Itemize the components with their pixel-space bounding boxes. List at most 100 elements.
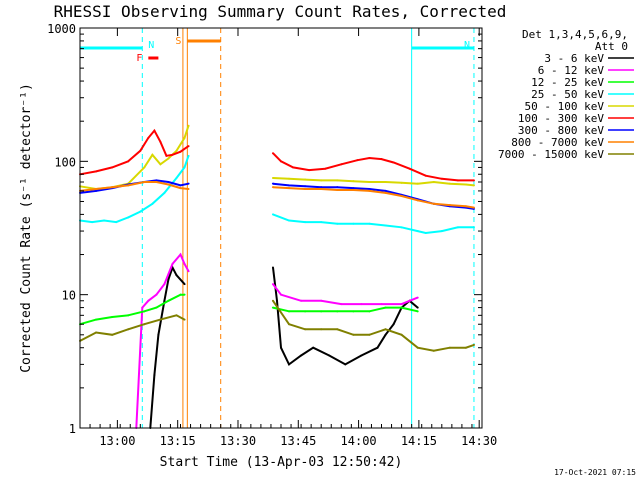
series-5-point-16	[308, 169, 311, 172]
series-2-point-17	[384, 306, 387, 309]
series-5-point-21	[380, 158, 383, 161]
series-5-point-11	[187, 145, 190, 148]
series-0-point-17	[360, 354, 363, 357]
series-3-point-17	[352, 222, 355, 225]
series-7-point-5	[155, 180, 158, 183]
series-8-point-6	[175, 314, 178, 317]
series-3-point-25	[472, 226, 475, 229]
series-7-point-23	[472, 206, 475, 209]
series-6-point-1	[95, 189, 98, 192]
series-7-point-2	[111, 186, 114, 189]
series-1-point-19	[416, 296, 419, 299]
series-4-point-7	[167, 157, 170, 160]
series-4-point-5	[151, 153, 154, 156]
y-tick-label-3: 1000	[47, 22, 76, 36]
legend-label-6: 300 - 800 keV	[518, 124, 604, 137]
series-5-point-26	[456, 179, 459, 182]
series-3-point-18	[368, 222, 371, 225]
y-tick-label-2: 100	[54, 155, 76, 169]
series-7	[79, 180, 475, 209]
series-2-point-7	[179, 293, 182, 296]
series-8-point-4	[143, 323, 146, 326]
series-4-point-12	[271, 176, 274, 179]
series-1-point-14	[340, 303, 343, 306]
series-7-point-12	[304, 188, 307, 191]
series-5-point-14	[280, 160, 282, 163]
series-2-point-2	[111, 315, 114, 318]
series-2-point-13	[320, 310, 323, 313]
legend-label-2: 12 - 25 keV	[531, 76, 604, 89]
chart-title: RHESSI Observing Summary Count Rates, Co…	[54, 2, 507, 21]
series-3-point-13	[288, 219, 291, 222]
series-0-point-15	[328, 354, 331, 357]
series-1-point-1	[141, 306, 144, 309]
series-0-point-2	[157, 333, 160, 336]
series-2-point-1	[95, 318, 98, 321]
series-4-point-23	[448, 182, 451, 185]
series-4-point-9	[183, 136, 186, 139]
series-7-point-22	[464, 205, 467, 208]
series-4-point-4	[143, 166, 146, 169]
series-8-point-20	[448, 346, 451, 349]
series-6-point-14	[336, 186, 339, 189]
series-0-point-7	[183, 283, 186, 286]
series-1-point-10	[271, 283, 274, 286]
series-8-point-19	[432, 349, 435, 352]
series-3-point-4	[127, 216, 130, 219]
series-3-point-9	[183, 166, 186, 169]
series-3-point-21	[416, 230, 419, 233]
series-1-point-3	[155, 293, 158, 296]
series-8-point-3	[127, 328, 130, 331]
series-8-point-16	[384, 328, 387, 331]
legend-header-1: Att 0	[595, 40, 628, 53]
series-7-point-16	[368, 189, 371, 192]
legend-label-4: 50 - 100 keV	[525, 100, 605, 113]
flag-label-3: S	[175, 36, 181, 47]
x-tick-label-0: 13:00	[99, 434, 135, 448]
series-5-point-22	[392, 161, 395, 164]
x-tick-label-5: 14:15	[401, 434, 437, 448]
y-tick-label-0: 1	[69, 422, 76, 436]
series-4-point-10	[187, 124, 190, 127]
series-0-point-12	[288, 363, 291, 366]
series-5-point-17	[324, 167, 327, 170]
legend-header-0: Det 1,3,4,5,6,9,	[522, 28, 628, 41]
y-axis: 1 10 100 1000	[47, 22, 482, 436]
legend-label-0: 3 - 6 keV	[544, 52, 604, 65]
series-5-point-19	[356, 159, 359, 162]
series-4-point-21	[416, 182, 419, 185]
series-2-point-5	[155, 306, 158, 309]
series-8-point-18	[416, 346, 419, 349]
series-8-point-22	[472, 343, 475, 346]
series-7-point-4	[143, 180, 146, 183]
series-7-point-19	[416, 199, 419, 202]
series-8-point-11	[304, 328, 307, 331]
series-3-point-23	[440, 230, 443, 233]
series-4-point-15	[320, 179, 323, 182]
series-8-point-10	[288, 323, 291, 326]
series-6-point-6	[167, 180, 170, 183]
series-5-point-6	[153, 129, 156, 132]
series-1-point-12	[300, 299, 303, 302]
series-3-point-1	[91, 221, 94, 224]
plot-area: N NFS	[79, 28, 475, 429]
series-line-8	[79, 300, 475, 352]
x-tick-label-1: 13:15	[160, 434, 196, 448]
series-3-point-20	[400, 226, 403, 229]
series-3-point-24	[456, 226, 459, 229]
series-6-point-12	[304, 185, 307, 188]
series-1-point-7	[183, 262, 186, 265]
series-5	[79, 128, 475, 182]
series-4-point-13	[288, 177, 291, 180]
series-2	[79, 293, 419, 326]
flag-label-0: N	[148, 40, 154, 51]
series-5-point-18	[340, 163, 343, 166]
series-4-point-17	[352, 180, 355, 183]
series-8-point-15	[368, 333, 371, 336]
series-0-point-14	[312, 346, 315, 349]
series-6-point-11	[288, 184, 291, 187]
series-5-point-9	[171, 153, 174, 156]
series-8-point-12	[320, 328, 323, 331]
series-4-point-20	[400, 181, 403, 184]
